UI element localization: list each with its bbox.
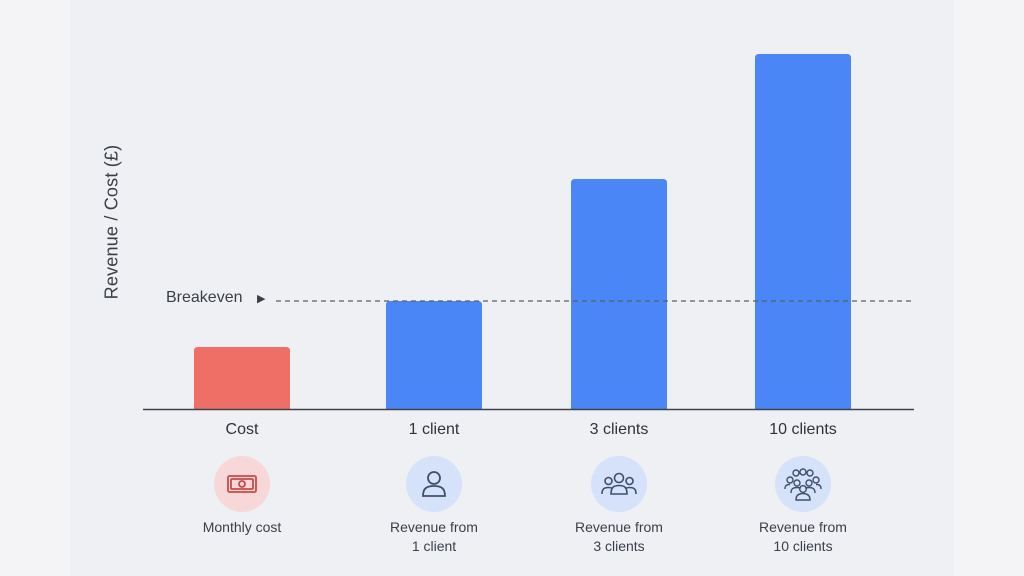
- legend-caption-10-clients: Revenue from 10 clients: [733, 518, 873, 556]
- breakeven-label: Breakeven ▶: [166, 289, 265, 307]
- legend-caption-cost: Monthly cost: [172, 518, 312, 537]
- banknote-icon: [214, 456, 270, 512]
- breakeven-text: Breakeven: [166, 289, 243, 306]
- caption-line: 1 client: [411, 538, 457, 554]
- legend-caption-1-client: Revenue from 1 client: [364, 518, 504, 556]
- x-tick-label: Cost: [226, 421, 259, 438]
- caption-line: Revenue from: [575, 519, 663, 535]
- caption-line: 3 clients: [593, 538, 645, 554]
- y-axis-label: Revenue / Cost (£): [101, 144, 122, 300]
- caption-line: Revenue from: [390, 519, 478, 535]
- bar-1-client: [386, 301, 482, 409]
- x-tick-label: 1 client: [409, 421, 460, 438]
- caption-line: Revenue from: [759, 519, 847, 535]
- x-tick-label: 10 clients: [769, 421, 837, 438]
- bar-10-clients: [755, 54, 851, 409]
- breakeven-arrow-icon: ▶: [256, 293, 266, 305]
- caption-line: 10 clients: [773, 538, 833, 554]
- person-icon: [406, 456, 462, 512]
- bar-3-clients: [571, 179, 667, 409]
- crowd-icon: [775, 456, 831, 512]
- legend-caption-3-clients: Revenue from 3 clients: [549, 518, 689, 556]
- group-icon: [591, 456, 647, 512]
- x-tick-label: 3 clients: [590, 421, 649, 438]
- caption-line: Monthly cost: [202, 519, 282, 535]
- bar-cost: [194, 347, 290, 409]
